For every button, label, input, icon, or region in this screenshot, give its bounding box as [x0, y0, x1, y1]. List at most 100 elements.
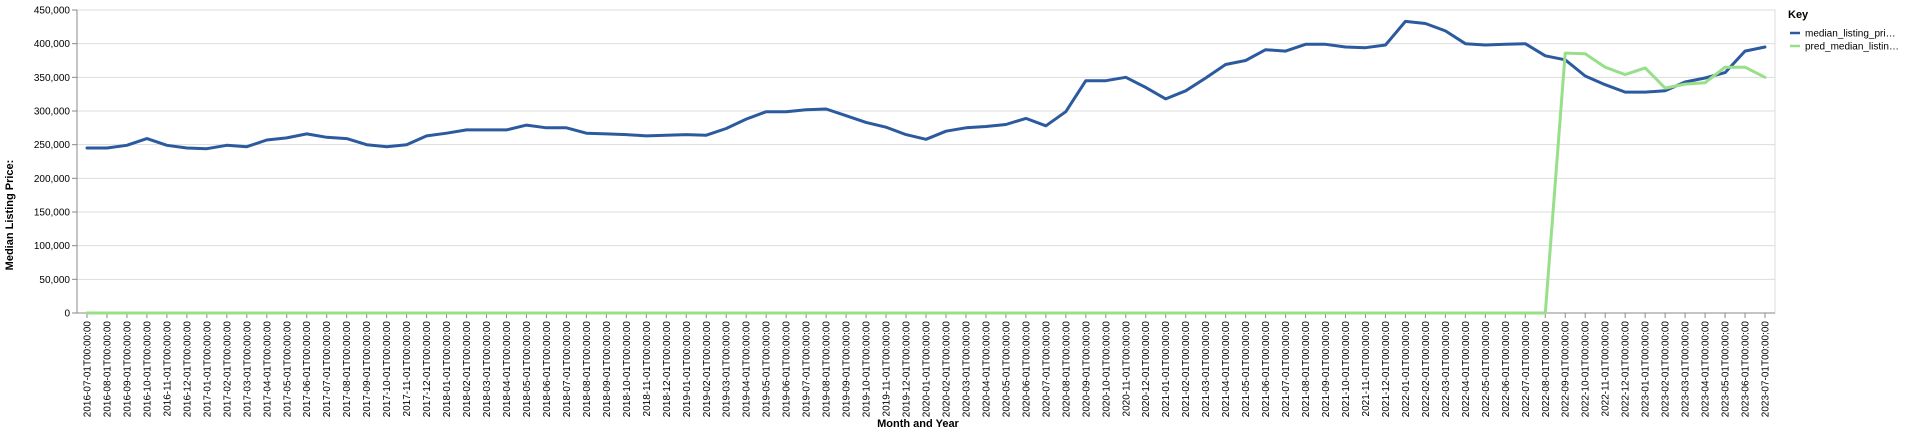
x-tick-label: 2022-03-01T00:00:00: [1441, 321, 1452, 418]
x-tick-label: 2019-06-01T00:00:00: [782, 321, 793, 418]
x-tick-label: 2017-08-01T00:00:00: [342, 321, 353, 418]
x-tick-label: 2019-11-01T00:00:00: [882, 321, 893, 417]
x-tick-label: 2017-04-01T00:00:00: [262, 321, 273, 418]
x-tick-label: 2020-10-01T00:00:00: [1101, 321, 1112, 418]
x-tick-label: 2021-03-01T00:00:00: [1201, 321, 1212, 418]
x-tick-label: 2021-11-01T00:00:00: [1361, 321, 1372, 417]
x-tick-label: 2017-01-01T00:00:00: [202, 321, 213, 418]
x-tick-label: 2019-02-01T00:00:00: [702, 321, 713, 418]
x-tick-label: 2020-04-01T00:00:00: [981, 321, 992, 418]
x-tick-label: 2018-07-01T00:00:00: [562, 321, 573, 418]
x-tick-label: 2021-07-01T00:00:00: [1281, 321, 1292, 418]
x-tick-label: 2018-01-01T00:00:00: [442, 321, 453, 418]
x-tick-label: 2018-11-01T00:00:00: [642, 321, 653, 417]
x-tick-label: 2016-10-01T00:00:00: [142, 321, 153, 418]
legend-label: median_listing_pri…: [1805, 29, 1896, 40]
x-axis-title: Month and Year: [877, 418, 959, 430]
x-tick-label: 2018-08-01T00:00:00: [582, 321, 593, 418]
x-tick-label: 2020-01-01T00:00:00: [922, 321, 933, 418]
x-tick-label: 2019-01-01T00:00:00: [682, 321, 693, 418]
y-tick-label: 0: [64, 309, 70, 320]
x-tick-label: 2023-05-01T00:00:00: [1721, 321, 1732, 418]
x-tick-label: 2019-07-01T00:00:00: [802, 321, 813, 418]
x-tick-label: 2018-04-01T00:00:00: [502, 321, 513, 418]
x-tick-label: 2023-02-01T00:00:00: [1661, 321, 1672, 418]
y-tick-label: 450,000: [34, 6, 71, 17]
x-tick-label: 2020-06-01T00:00:00: [1021, 321, 1032, 418]
x-axis: 2016-07-01T00:00:00 2016-08-01T00:00:00 20…: [77, 312, 1775, 418]
x-tick-label: 2020-09-01T00:00:00: [1081, 321, 1092, 418]
x-tick-label: 2020-03-01T00:00:00: [961, 321, 972, 418]
x-tick-label: 2017-12-01T00:00:00: [422, 321, 433, 418]
y-tick-label: 200,000: [34, 174, 71, 185]
x-tick-label: 2017-03-01T00:00:00: [242, 321, 253, 418]
x-tick-label: 2018-03-01T00:00:00: [482, 321, 493, 418]
y-tick-label: 300,000: [34, 107, 71, 118]
x-tick-label: 2020-07-01T00:00:00: [1041, 321, 1052, 418]
x-tick-label: 2019-10-01T00:00:00: [862, 321, 873, 418]
x-tick-label: 2017-11-01T00:00:00: [402, 321, 413, 417]
x-tick-label: 2021-10-01T00:00:00: [1341, 321, 1352, 418]
x-tick-label: 2018-05-01T00:00:00: [522, 321, 533, 418]
x-tick-label: 2019-05-01T00:00:00: [762, 321, 773, 418]
x-tick-label: 2022-12-01T00:00:00: [1621, 321, 1632, 418]
x-tick-label: 2020-11-01T00:00:00: [1121, 321, 1132, 417]
plot-frame: [76, 9, 1776, 314]
x-tick-label: 2018-02-01T00:00:00: [462, 321, 473, 418]
gridlines: [76, 9, 1776, 314]
legend-label: pred_median_listin…: [1805, 42, 1899, 53]
x-tick-label: 2022-09-01T00:00:00: [1561, 321, 1572, 418]
x-tick-label: 2017-02-01T00:00:00: [222, 321, 233, 418]
y-axis-title: Median Listing Price:: [4, 160, 16, 271]
y-tick-label: 150,000: [34, 208, 71, 219]
x-tick-label: 2020-05-01T00:00:00: [1001, 321, 1012, 418]
x-tick-label: 2021-06-01T00:00:00: [1261, 321, 1272, 418]
x-tick-label: 2022-07-01T00:00:00: [1521, 321, 1532, 418]
x-tick-label: 2021-08-01T00:00:00: [1301, 321, 1312, 418]
x-tick-label: 2022-06-01T00:00:00: [1501, 321, 1512, 418]
x-tick-label: 2020-02-01T00:00:00: [941, 321, 952, 418]
x-tick-label: 2022-05-01T00:00:00: [1481, 321, 1492, 418]
y-axis: 0 50,000 100,000 150,000 200,000 250,000 300,0…: [34, 6, 78, 320]
x-tick-label: 2019-12-01T00:00:00: [902, 321, 913, 418]
x-tick-label: 2022-10-01T00:00:00: [1581, 321, 1592, 418]
x-tick-label: 2023-04-01T00:00:00: [1701, 321, 1712, 418]
x-tick-label: 2023-07-01T00:00:00: [1761, 321, 1772, 418]
x-tick-label: 2018-10-01T00:00:00: [622, 321, 633, 418]
x-tick-label: 2019-08-01T00:00:00: [822, 321, 833, 418]
x-tick-label: 2016-09-01T00:00:00: [122, 321, 133, 418]
y-tick-label: 350,000: [34, 73, 71, 84]
x-tick-label: 2023-06-01T00:00:00: [1741, 321, 1752, 418]
x-tick-label: 2018-12-01T00:00:00: [662, 321, 673, 418]
x-tick-label: 2017-10-01T00:00:00: [382, 321, 393, 418]
x-tick-label: 2018-06-01T00:00:00: [542, 321, 553, 418]
x-tick-label: 2019-04-01T00:00:00: [742, 321, 753, 418]
x-tick-label: 2017-05-01T00:00:00: [282, 321, 293, 418]
x-tick-label: 2020-12-01T00:00:00: [1141, 321, 1152, 418]
x-tick-label: 2016-11-01T00:00:00: [162, 321, 173, 417]
x-tick-label: 2021-05-01T00:00:00: [1241, 321, 1252, 418]
x-tick-label: 2017-07-01T00:00:00: [322, 321, 333, 418]
x-tick-label: 2023-03-01T00:00:00: [1681, 321, 1692, 418]
x-tick-label: 2021-09-01T00:00:00: [1321, 321, 1332, 418]
series-line: [85, 51, 1767, 315]
y-tick-label: 250,000: [34, 140, 71, 151]
x-tick-label: 2021-01-01T00:00:00: [1161, 321, 1172, 418]
x-tick-label: 2021-04-01T00:00:00: [1221, 321, 1232, 418]
x-tick-label: 2022-01-01T00:00:00: [1401, 321, 1412, 418]
x-tick-label: 2019-03-01T00:00:00: [722, 321, 733, 418]
x-tick-label: 2016-12-01T00:00:00: [182, 321, 193, 418]
y-tick-label: 400,000: [34, 39, 71, 50]
legend-title: Key: [1788, 9, 1809, 21]
x-tick-label: 2022-04-01T00:00:00: [1461, 321, 1472, 418]
x-tick-label: 2022-08-01T00:00:00: [1541, 321, 1552, 418]
x-tick-label: 2019-09-01T00:00:00: [842, 321, 853, 418]
x-tick-label: 2020-08-01T00:00:00: [1061, 321, 1072, 418]
x-tick-label: 2021-02-01T00:00:00: [1181, 321, 1192, 418]
x-tick-label: 2021-12-01T00:00:00: [1381, 321, 1392, 418]
x-tick-label: 2022-11-01T00:00:00: [1601, 321, 1612, 417]
legend: Key median_listing_pri… pred_median_listi…: [1788, 9, 1899, 53]
x-tick-label: 2016-08-01T00:00:00: [102, 321, 113, 418]
x-tick-label: 2017-09-01T00:00:00: [362, 321, 373, 418]
